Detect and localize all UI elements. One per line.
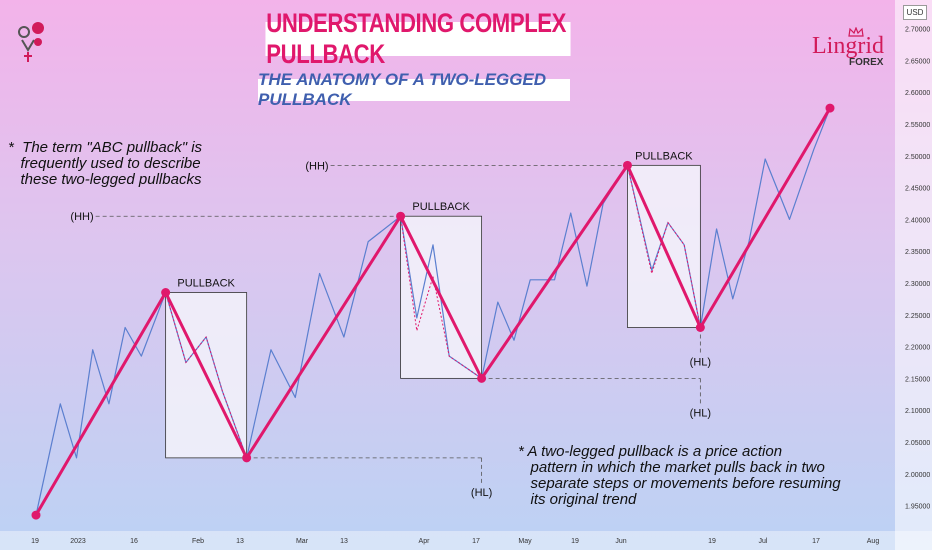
- price-tick-label: 1.95000: [905, 504, 930, 511]
- time-tick-label: 19: [708, 538, 716, 545]
- price-tick-label: 2.65000: [905, 58, 930, 65]
- price-tick-label: 2.60000: [905, 90, 930, 97]
- swing-point: [825, 103, 835, 113]
- pullback-leg-line: [165, 292, 248, 459]
- crown-icon: [848, 24, 864, 42]
- pullback-box-label: PULLBACK: [412, 201, 470, 213]
- price-axis-background: [895, 0, 932, 550]
- higher-high-label: (HH): [70, 211, 93, 223]
- price-tick-label: 2.30000: [905, 281, 930, 288]
- swing-point: [695, 323, 705, 333]
- abc-pullback-note: * The term "ABC pullback" is frequently …: [8, 139, 203, 188]
- pullback-leg-line: [626, 165, 701, 328]
- time-tick-label: 17: [472, 538, 480, 545]
- price-tick-label: 2.20000: [905, 345, 930, 352]
- time-tick-label: Apr: [419, 538, 431, 545]
- price-tick-label: 2.55000: [905, 122, 930, 129]
- pullback-box-label: PULLBACK: [635, 150, 693, 162]
- price-tick-label: 2.70000: [905, 27, 930, 34]
- time-tick-label: 13: [340, 538, 348, 545]
- swing-point: [477, 373, 487, 383]
- time-tick-label: Aug: [867, 538, 880, 545]
- price-tick-label: 2.35000: [905, 249, 930, 256]
- time-tick-label: Feb: [192, 538, 204, 545]
- price-tick-label: 2.00000: [905, 472, 930, 479]
- brand-logo: Lingrid: [812, 33, 884, 59]
- page-title: UNDERSTANDING COMPLEX PULLBACK: [265, 8, 571, 69]
- time-tick-label: 19: [31, 538, 39, 545]
- swing-point: [31, 510, 41, 520]
- time-tick-label: 13: [236, 538, 244, 545]
- time-tick-label: Jun: [615, 538, 626, 545]
- time-tick-label: 19: [571, 538, 579, 545]
- pullback-leg-line: [400, 216, 482, 379]
- higher-low-label: (HL): [690, 407, 711, 419]
- brand-logo-sub: FOREX: [849, 57, 884, 68]
- price-tick-label: 2.45000: [905, 186, 930, 193]
- time-tick-label: 17: [812, 538, 820, 545]
- pullback-box-label: PULLBACK: [177, 278, 235, 290]
- currency-badge[interactable]: USD: [903, 5, 927, 20]
- swing-point: [242, 453, 252, 463]
- price-tick-label: 2.10000: [905, 408, 930, 415]
- price-tick-label: 2.40000: [905, 217, 930, 224]
- trend-zigzag-line: [34, 107, 832, 516]
- swing-point: [161, 288, 171, 298]
- higher-low-label: (HL): [471, 487, 492, 499]
- higher-low-label: (HL): [690, 357, 711, 369]
- swing-point: [622, 160, 632, 170]
- price-tick-label: 2.25000: [905, 313, 930, 320]
- page-subtitle: THE ANATOMY OF A TWO-LEGGED PULLBACK: [258, 70, 570, 109]
- time-tick-label: May: [518, 538, 532, 545]
- swing-point: [396, 211, 406, 221]
- time-tick-label: Mar: [296, 538, 309, 545]
- two-legged-definition-note: * A two-legged pullback is a price actio…: [518, 443, 841, 508]
- time-tick-label: 2023: [70, 538, 86, 545]
- time-tick-label: 16: [130, 538, 138, 545]
- corner-logo-icon: [14, 20, 50, 69]
- price-tick-label: 2.50000: [905, 154, 930, 161]
- price-tick-label: 2.15000: [905, 376, 930, 383]
- time-tick-label: Jul: [759, 538, 768, 545]
- higher-high-label: (HH): [305, 160, 328, 172]
- time-axis-background: [0, 531, 932, 550]
- price-tick-label: 2.05000: [905, 440, 930, 447]
